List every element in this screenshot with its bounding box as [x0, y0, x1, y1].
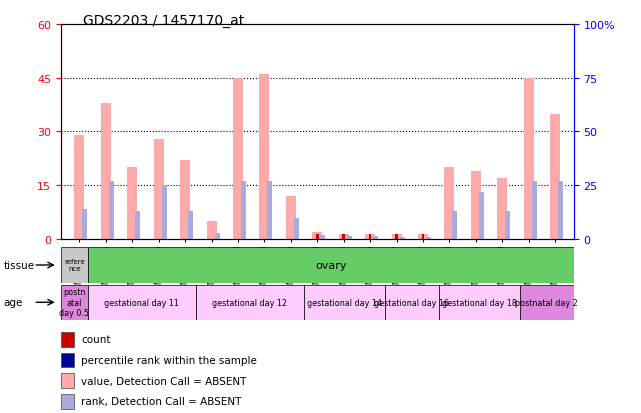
Bar	[196, 285, 304, 320]
Bar	[294, 218, 299, 240]
Bar	[444, 168, 454, 240]
Bar	[286, 197, 296, 240]
Bar	[550, 114, 560, 240]
Bar	[215, 233, 220, 240]
Bar	[206, 222, 217, 240]
Bar	[422, 234, 424, 240]
Bar	[61, 394, 74, 409]
Text: ovary: ovary	[315, 260, 347, 271]
Bar	[524, 78, 534, 240]
Text: gestational day 16: gestational day 16	[374, 298, 449, 307]
Bar	[312, 233, 322, 240]
Bar	[365, 234, 375, 240]
Text: refere
nce: refere nce	[64, 259, 85, 272]
Bar	[399, 237, 404, 240]
Text: gestational day 11: gestational day 11	[104, 298, 179, 307]
Bar	[392, 234, 402, 240]
Bar	[233, 78, 243, 240]
Bar	[61, 248, 88, 283]
Bar	[338, 234, 349, 240]
Text: gestational day 12: gestational day 12	[212, 298, 287, 307]
Bar	[418, 234, 428, 240]
Text: postnatal day 2: postnatal day 2	[515, 298, 578, 307]
Text: value, Detection Call = ABSENT: value, Detection Call = ABSENT	[81, 376, 247, 386]
Bar	[532, 182, 537, 240]
Bar	[241, 182, 246, 240]
Bar	[260, 75, 269, 240]
Bar	[109, 182, 114, 240]
Bar	[61, 353, 74, 368]
Bar	[267, 182, 272, 240]
Text: postn
atal
day 0.5: postn atal day 0.5	[60, 288, 89, 317]
Bar	[479, 192, 484, 240]
Bar	[385, 285, 438, 320]
Text: gestational day 14: gestational day 14	[307, 298, 382, 307]
Text: age: age	[3, 297, 22, 308]
Text: count: count	[81, 335, 111, 344]
Bar	[373, 236, 378, 240]
Bar	[61, 332, 74, 347]
Bar	[369, 234, 372, 240]
Bar	[558, 182, 563, 240]
Bar	[453, 211, 458, 240]
Bar	[520, 285, 574, 320]
Bar	[471, 171, 481, 240]
Bar	[61, 373, 74, 388]
Bar	[154, 139, 163, 240]
Text: gestational day 18: gestational day 18	[442, 298, 517, 307]
Text: GDS2203 / 1457170_at: GDS2203 / 1457170_at	[83, 14, 245, 28]
Text: percentile rank within the sample: percentile rank within the sample	[81, 355, 257, 365]
Bar	[101, 104, 111, 240]
Bar	[505, 211, 510, 240]
Bar	[162, 186, 167, 240]
Bar	[497, 179, 507, 240]
Text: rank, Detection Call = ABSENT: rank, Detection Call = ABSENT	[81, 396, 242, 406]
Bar	[88, 285, 196, 320]
Bar	[320, 235, 326, 240]
Bar	[347, 236, 352, 240]
Bar	[188, 211, 193, 240]
Bar	[342, 234, 345, 240]
Text: tissue: tissue	[3, 260, 35, 271]
Bar	[135, 211, 140, 240]
Bar	[74, 136, 85, 240]
Bar	[128, 168, 137, 240]
Bar	[426, 237, 431, 240]
Bar	[304, 285, 385, 320]
Bar	[180, 161, 190, 240]
Bar	[395, 234, 398, 240]
Bar	[83, 209, 87, 240]
Bar	[61, 285, 88, 320]
Bar	[438, 285, 520, 320]
Bar	[316, 234, 319, 240]
